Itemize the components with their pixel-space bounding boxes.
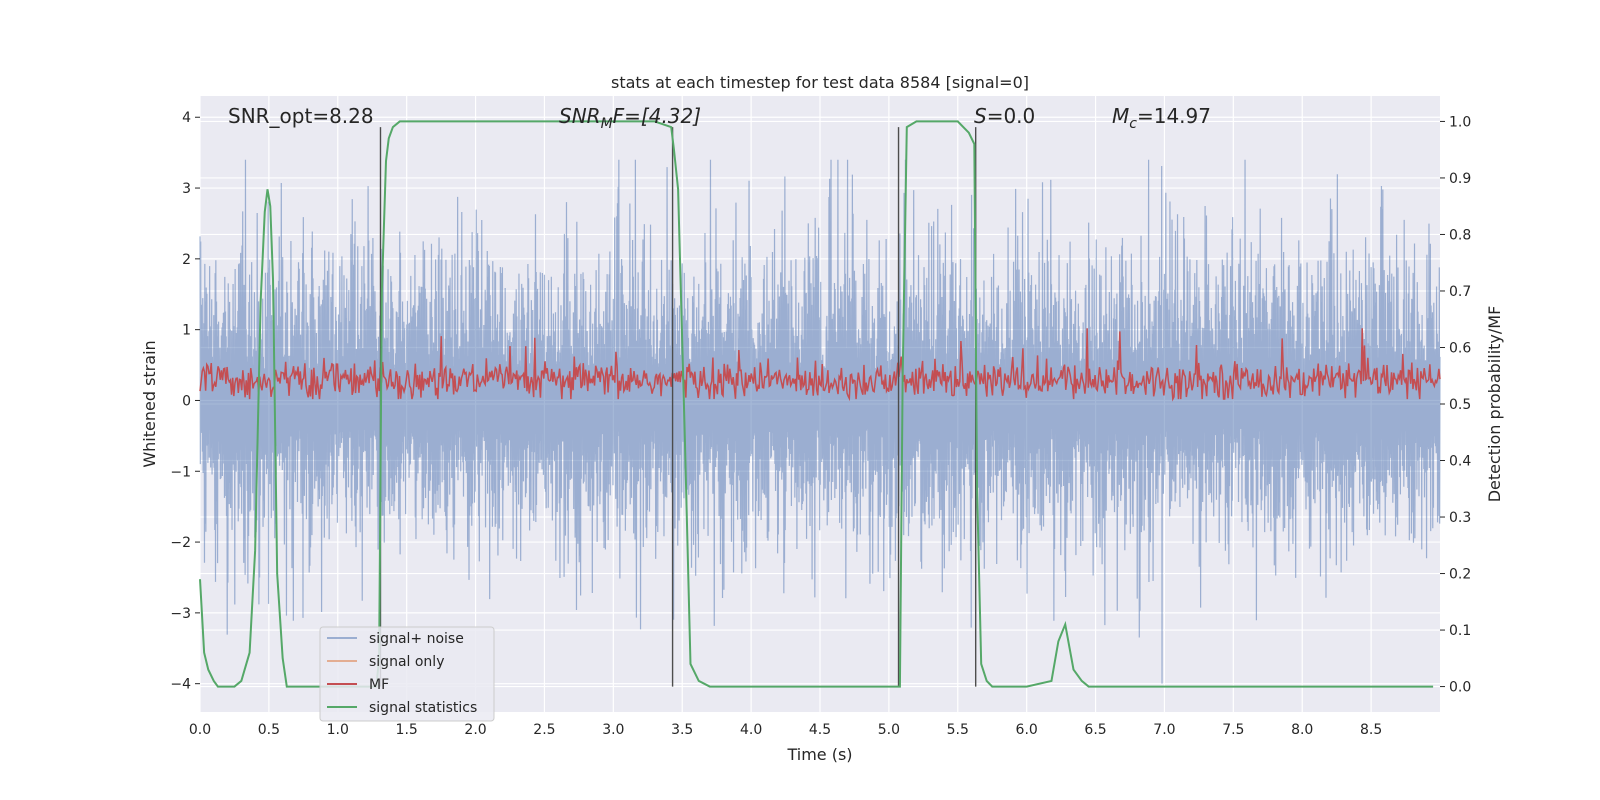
y2-tick-label-4: 0.6 (1449, 340, 1471, 356)
x-tick-label-0: 0.0 (189, 722, 211, 738)
x-tick-label-2: 1.0 (327, 722, 349, 738)
x-tick-label-5: 2.5 (533, 722, 555, 738)
annotation-snr-mf: SNRMF=[4.32] (559, 104, 701, 132)
x-tick-label-1: 0.5 (258, 722, 280, 738)
x-tick-label-9: 4.5 (809, 722, 831, 738)
y2-tick-label-9: 0.1 (1449, 623, 1471, 639)
x-tick-label-4: 2.0 (464, 722, 486, 738)
chart-title: stats at each timestep for test data 858… (611, 73, 1029, 92)
y2-axis-label: Detection probability/MF (1485, 306, 1504, 503)
y-tick-label-3: 1 (182, 323, 191, 339)
series-signal-statistics (199, 120, 1434, 688)
legend-label-signal-noise: signal+ noise (369, 631, 464, 647)
x-axis-ticks: 0.0 0.5 1.0 1.5 2.0 2.5 3.0 3.5 4.0 4.5 5.0 5.5 6.0 6… (189, 722, 1382, 738)
legend-label-signal-statistics: signal statistics (369, 700, 477, 716)
y2-tick-label-6: 0.4 (1449, 454, 1471, 470)
y2-tick-label-8: 0.2 (1449, 567, 1471, 583)
y-axis-label: Whitened strain (140, 340, 159, 467)
y2-tick-label-0: 1.0 (1449, 114, 1471, 130)
legend-label-mf: MF (369, 677, 389, 693)
series-mf (199, 328, 1441, 402)
y-tick-label-7: −3 (170, 606, 191, 622)
annotation-snr-opt: SNR_opt=8.28 (228, 104, 374, 128)
y-tick-label-8: −4 (170, 677, 191, 693)
legend-box (319, 626, 495, 722)
y2-tick-label-1: 0.9 (1449, 171, 1471, 187)
annotation-mc-sub: c (1129, 116, 1137, 132)
y-tick-label-1: 3 (182, 181, 191, 197)
y-tick-label-0: 4 (182, 110, 191, 126)
y-tick-label-2: 2 (182, 252, 191, 268)
x-tick-label-3: 1.5 (396, 722, 418, 738)
annotation-snr-mf-rest: F=[4.32] (613, 104, 701, 128)
y-tick-label-6: −2 (170, 535, 191, 551)
y2-tick-label-7: 0.3 (1449, 510, 1471, 526)
legend: signal+ noise signal only MF signal stat… (319, 626, 495, 722)
x-tick-label-16: 8.0 (1291, 722, 1313, 738)
y-axis-ticks: 4 3 2 1 0 −1 −2 −3 −4 (170, 110, 200, 693)
annotation-mc-rest: =14.97 (1137, 104, 1211, 128)
x-tick-label-17: 8.5 (1360, 722, 1382, 738)
x-tick-label-15: 7.5 (1222, 722, 1244, 738)
y2-tick-label-5: 0.5 (1449, 397, 1471, 413)
annotation-mc: Mc=14.97 (1112, 104, 1211, 132)
x-tick-label-14: 7.0 (1153, 722, 1175, 738)
x-tick-label-11: 5.5 (947, 722, 969, 738)
y-tick-label-5: −1 (170, 464, 191, 480)
annotation-s: S=0.0 (974, 104, 1035, 128)
y-tick-label-4: 0 (182, 393, 191, 409)
x-tick-label-6: 3.0 (602, 722, 624, 738)
y2-tick-label-2: 0.8 (1449, 227, 1471, 243)
x-tick-label-12: 6.0 (1016, 722, 1038, 738)
signal-noise-line (199, 159, 1441, 684)
mf-line (199, 328, 1441, 402)
x-tick-label-10: 5.0 (878, 722, 900, 738)
y2-tick-label-10: 0.0 (1449, 680, 1471, 696)
legend-label-signal-only: signal only (369, 654, 444, 670)
signal-statistics-line (199, 120, 1434, 688)
annotation-mc-main: M (1112, 104, 1129, 128)
annotation-s-main: S (974, 104, 987, 128)
x-tick-label-13: 6.5 (1084, 722, 1106, 738)
y2-tick-label-3: 0.7 (1449, 284, 1471, 300)
x-tick-label-8: 4.0 (740, 722, 762, 738)
annotation-snr-mf-main: SNR (559, 104, 601, 128)
x-tick-label-7: 3.5 (671, 722, 693, 738)
x-axis-label: Time (s) (786, 745, 852, 764)
y2-axis-ticks: 1.0 0.9 0.8 0.7 0.6 0.5 0.4 0.3 0.2 0.1 0.0 (1440, 114, 1471, 696)
annotation-s-rest: =0.0 (987, 104, 1036, 128)
series-signal-noise (199, 159, 1441, 684)
annotation-snr-mf-sub: M (601, 116, 613, 132)
